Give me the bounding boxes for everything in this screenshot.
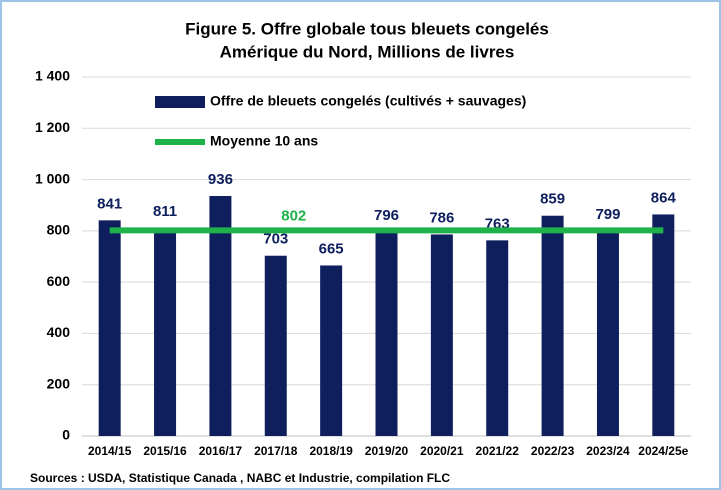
legend-label: Offre de bleuets congelés (cultivés + sa… — [210, 93, 526, 109]
y-tick-label: 800 — [47, 222, 71, 238]
data-label: 802 — [281, 207, 306, 224]
data-label: 859 — [540, 191, 565, 208]
x-tick-label: 2019/20 — [365, 444, 409, 458]
bar — [652, 214, 675, 436]
data-label: 665 — [319, 240, 344, 257]
x-tick-label: 2017/18 — [254, 444, 298, 458]
y-tick-label: 600 — [47, 273, 71, 289]
x-tick-label: 2018/19 — [309, 444, 353, 458]
y-tick-label: 200 — [47, 375, 71, 391]
legend-label: Moyenne 10 ans — [210, 133, 318, 149]
y-tick-label: 1 400 — [35, 68, 70, 84]
y-tick-label: 0 — [62, 427, 70, 443]
y-tick-label: 1 000 — [35, 170, 70, 186]
bar — [430, 234, 453, 436]
data-label: 796 — [374, 207, 399, 224]
bar — [264, 255, 287, 436]
x-tick-label: 2022/23 — [531, 444, 575, 458]
x-tick-label: 2015/16 — [143, 444, 187, 458]
bar — [154, 228, 177, 436]
x-tick-label: 2020/21 — [420, 444, 464, 458]
chart-subtitle: Amérique du Nord, Millions de livres — [220, 42, 515, 61]
data-label: 841 — [97, 195, 122, 212]
bar — [98, 220, 121, 436]
bar — [486, 240, 509, 436]
source: Sources : USDA, Statistique Canada , NAB… — [30, 471, 450, 485]
legend-swatch — [155, 96, 205, 108]
x-tick-label: 2024/25e — [638, 444, 688, 458]
bar — [209, 195, 232, 436]
x-tick-label: 2016/17 — [199, 444, 243, 458]
chart-title: Figure 5. Offre globale tous bleuets con… — [185, 19, 549, 38]
data-label: 703 — [263, 231, 288, 248]
data-label: 799 — [595, 206, 620, 223]
data-label: 864 — [651, 189, 677, 206]
bar — [375, 231, 398, 436]
bar — [320, 265, 343, 436]
x-tick-label: 2014/15 — [88, 444, 132, 458]
bar — [541, 215, 564, 436]
data-label: 786 — [429, 209, 454, 226]
bar — [596, 231, 619, 436]
x-tick-label: 2023/24 — [586, 444, 630, 458]
x-tick-label: 2021/22 — [476, 444, 520, 458]
data-label: 936 — [208, 171, 233, 188]
y-tick-label: 1 200 — [35, 119, 70, 135]
y-tick-label: 400 — [47, 324, 71, 340]
data-label: 811 — [153, 203, 177, 220]
